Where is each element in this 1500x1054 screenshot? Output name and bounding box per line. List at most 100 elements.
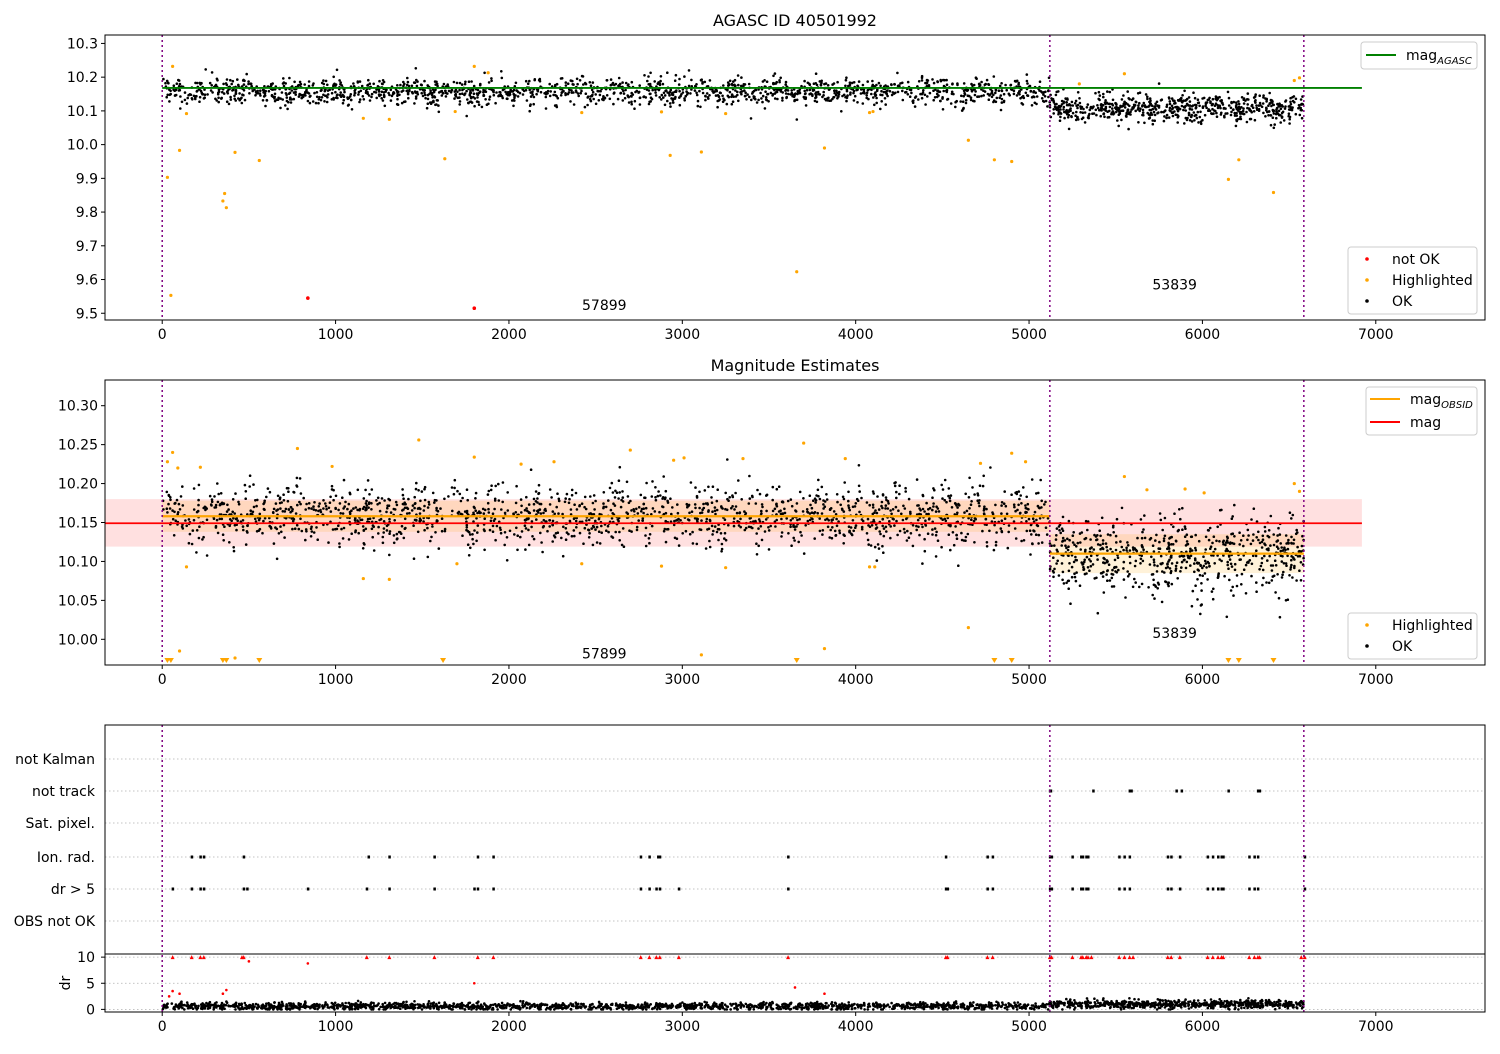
y-tick-label: 9.6 [76,273,98,289]
flag-marker [199,888,202,891]
ok-point [1194,104,1197,107]
ok-point [986,541,989,544]
ok-point [1085,537,1088,540]
ok-point [242,79,245,82]
ok-point [1137,121,1140,124]
ok-point [993,549,996,552]
ok-point [998,89,1001,92]
ok-point [617,85,620,88]
ok-point [1193,571,1196,574]
ok-point [573,103,576,106]
ok-point [918,507,921,510]
ok-point [759,493,762,496]
ok-point [1000,94,1003,97]
ok-point [199,82,202,85]
highlighted-point [225,206,228,209]
ok-point [538,492,541,495]
highlighted-point [1123,72,1126,75]
flag-marker [1118,856,1121,859]
ok-point [674,79,677,82]
ok-point [1136,537,1139,540]
ok-point [1275,112,1278,115]
ok-point [842,496,845,499]
ok-point [327,93,330,96]
ok-point [1266,535,1269,538]
ok-point [612,502,615,505]
ok-point [830,507,833,510]
ok-point [916,504,919,507]
ok-point [386,529,389,532]
ok-point [882,494,885,497]
ok-point [299,503,302,506]
ok-point [1159,512,1162,515]
ok-point [755,532,758,535]
ok-point [1295,113,1298,116]
ok-point [1060,544,1063,547]
ok-point [1264,115,1267,118]
ok-point [1230,107,1233,110]
ok-point [402,508,405,511]
legend-ok-marker [1365,644,1369,648]
ok-point [1106,90,1109,93]
obsid-label: 57899 [582,646,627,662]
ok-point [173,84,176,87]
ok-point [323,100,326,103]
ok-point [852,92,855,95]
ok-point [635,508,638,511]
ok-point [845,79,848,82]
ok-point [1075,104,1078,107]
ok-point [169,499,172,502]
ok-point [340,95,343,98]
ok-point [598,518,601,521]
ok-point [836,493,839,496]
ok-point [1285,564,1288,567]
ok-point [453,493,456,496]
ok-point [1208,97,1211,100]
ok-point [1055,94,1058,97]
ok-point [776,98,779,101]
ok-point [1250,543,1253,546]
ok-point [778,79,781,82]
highlighted-point [473,65,476,68]
ok-point [564,497,567,500]
ok-point [528,110,531,113]
ok-point [1293,565,1296,568]
ok-point [936,96,939,99]
ok-point [1050,544,1053,547]
ok-point [287,487,290,490]
ok-point [561,77,564,80]
legend-highlighted-marker [1365,623,1369,627]
ok-point [1280,107,1283,110]
ok-point [1290,564,1293,567]
ok-point [630,509,633,512]
ok-point [605,506,608,509]
ok-point [954,101,957,104]
ok-point [1201,574,1204,577]
ok-point [1235,114,1238,117]
ok-point [407,93,410,96]
ok-point [1267,114,1270,117]
ok-point [233,512,236,515]
ok-point [383,499,386,502]
ok-point [725,539,728,542]
ok-point [867,524,870,527]
ok-point [193,487,196,490]
ok-point [458,89,461,92]
ok-point [426,527,429,530]
ok-point [1247,98,1250,101]
ok-point [858,485,861,488]
ok-point [1098,529,1101,532]
ok-point [1214,548,1217,551]
flag-marker [1123,856,1126,859]
ok-point [890,84,893,87]
ok-point [1111,585,1114,588]
ok-point [794,528,797,531]
ok-point [1006,513,1009,516]
ok-point [191,97,194,100]
ok-point [1028,85,1031,88]
ok-point [696,543,699,546]
ok-point [622,496,625,499]
ok-point [533,538,536,541]
ok-point [941,497,944,500]
ok-point [308,502,311,505]
